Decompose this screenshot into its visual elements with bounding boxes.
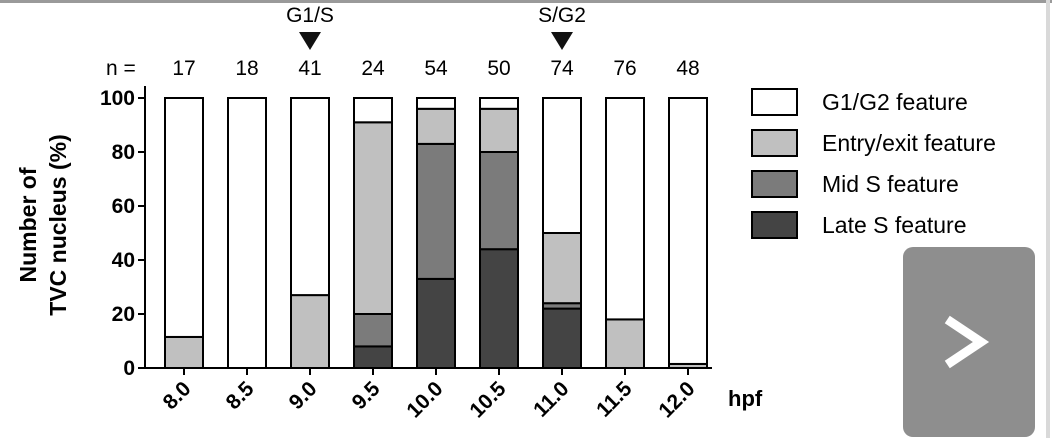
y-axis-title: TVC nucleus (%) [45,134,71,315]
bar-segment [416,277,456,369]
bar-segment [290,97,330,297]
bar-segment [479,151,519,251]
x-axis-title: hpf [728,386,763,411]
bar-segment [164,335,204,370]
bar-segment [353,121,393,315]
n-value: 76 [613,57,636,80]
n-value: 18 [235,57,258,80]
x-tick-label: 12.0 [654,377,699,422]
y-tick-label: 40 [112,249,135,272]
n-value: 24 [361,57,385,80]
phase-annotation-label: G1/S [286,4,334,27]
x-tick-label: 8.0 [159,377,196,414]
legend-swatch [751,88,798,116]
bar-segment [416,97,456,110]
next-button[interactable] [903,247,1035,437]
bar-segment [479,107,519,154]
right-border [1046,0,1050,438]
bar-segment [416,142,456,280]
n-value: 54 [424,57,448,80]
legend-label: Late S feature [822,212,967,238]
y-tick-label: 0 [123,357,135,380]
n-value: 74 [550,57,574,80]
bar-segment [542,97,582,234]
bar-segment [479,248,519,369]
x-tick-label: 11.0 [529,377,573,421]
bar-segment [542,307,582,370]
bar-segment [290,294,330,370]
y-tick-label: 100 [100,87,135,110]
bar-segment [353,345,393,369]
legend-label: G1/G2 feature [822,89,968,115]
legend-label: Entry/exit feature [822,130,996,156]
y-axis-title: Number of [15,167,41,282]
n-value: 48 [676,57,699,80]
phase-arrow-icon [551,32,573,50]
legend-swatch [751,129,798,157]
chevron-right-icon [944,315,990,369]
n-value: 17 [172,57,195,80]
legend-swatch [751,211,798,239]
top-border [0,0,1052,3]
bar-segment [542,232,582,305]
n-value: 50 [487,57,510,80]
x-tick-label: 9.5 [348,377,385,414]
x-tick-label: 11.5 [592,377,637,422]
phase-arrow-icon [299,32,321,50]
y-tick-label: 60 [112,195,135,218]
n-label: n = [106,57,136,80]
legend-label: Mid S feature [822,171,959,197]
bar-segment [353,97,393,124]
x-tick-label: 8.5 [222,377,259,414]
bar-segment [479,97,519,110]
y-tick-label: 20 [112,303,135,326]
bar-segment [227,97,267,369]
x-tick-label: 10.0 [402,377,447,422]
bar-segment [668,97,708,365]
n-value: 41 [298,57,321,80]
x-tick-label: 9.0 [285,377,322,414]
bar-segment [164,97,204,338]
legend-swatch [751,170,798,198]
y-tick-label: 80 [112,141,135,164]
bar-segment [605,318,645,369]
phase-annotation-label: S/G2 [538,4,586,27]
bar-segment [416,107,456,145]
bar-segment [605,97,645,321]
bar-segment [353,313,393,348]
x-tick-label: 10.5 [465,377,510,422]
